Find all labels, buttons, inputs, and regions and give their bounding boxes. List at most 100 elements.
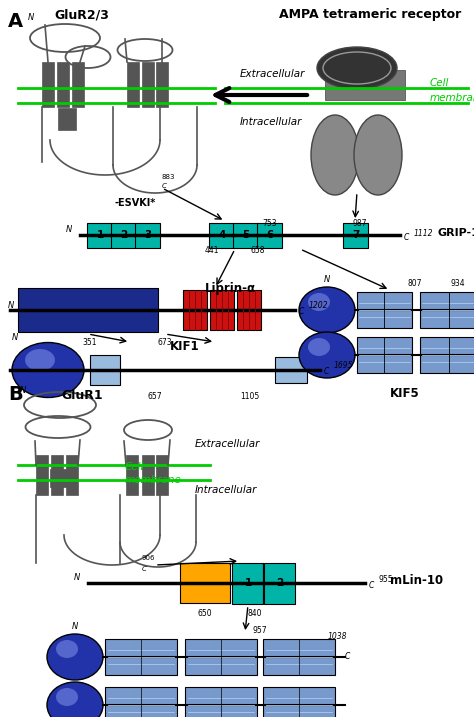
Text: 1105: 1105 [240,392,260,401]
Text: GRIP-1: GRIP-1 [438,228,474,238]
Ellipse shape [311,115,359,195]
Ellipse shape [56,688,78,706]
Text: C: C [299,308,304,316]
FancyBboxPatch shape [183,290,207,330]
Text: 807: 807 [408,279,422,288]
Text: N: N [72,622,78,631]
Text: -ESVKI*: -ESVKI* [115,198,156,208]
Text: 840: 840 [248,609,262,618]
FancyBboxPatch shape [127,62,139,107]
FancyBboxPatch shape [264,563,295,604]
FancyBboxPatch shape [257,222,283,247]
Ellipse shape [47,682,103,717]
FancyBboxPatch shape [111,222,137,247]
Text: membrane: membrane [430,93,474,103]
Text: N: N [74,574,80,582]
Text: 934: 934 [451,279,465,288]
Text: 1202: 1202 [309,302,328,310]
Ellipse shape [317,47,397,89]
Text: B: B [8,385,23,404]
FancyBboxPatch shape [210,222,235,247]
Ellipse shape [299,332,355,378]
FancyBboxPatch shape [72,62,84,107]
Text: C: C [404,232,410,242]
Text: C: C [345,652,350,661]
FancyBboxPatch shape [263,639,335,675]
Text: GluR2/3: GluR2/3 [55,8,109,21]
Text: 1112: 1112 [414,229,434,237]
Text: AMPA tetrameric receptor: AMPA tetrameric receptor [279,8,461,21]
Text: KIF5: KIF5 [390,387,420,400]
Ellipse shape [47,634,103,680]
Text: 6: 6 [266,230,273,240]
Text: 441: 441 [205,246,219,255]
Text: 883: 883 [162,174,175,180]
FancyBboxPatch shape [126,455,138,495]
FancyBboxPatch shape [357,292,412,328]
Text: Cell: Cell [125,462,145,472]
Text: 351: 351 [83,338,97,347]
Text: Liprin-α: Liprin-α [204,282,255,295]
FancyBboxPatch shape [275,357,307,383]
Text: N: N [324,275,330,284]
Text: Extracellular: Extracellular [195,439,260,449]
FancyBboxPatch shape [142,62,154,107]
Ellipse shape [308,338,330,356]
FancyBboxPatch shape [58,108,76,130]
Text: 1695: 1695 [334,361,354,371]
FancyBboxPatch shape [136,222,161,247]
Text: Intracellular: Intracellular [195,485,257,495]
Text: 4: 4 [219,230,226,240]
Ellipse shape [354,115,402,195]
Text: N: N [8,300,14,310]
Text: 658: 658 [251,246,265,255]
FancyBboxPatch shape [210,290,234,330]
FancyBboxPatch shape [325,70,405,100]
Text: 906: 906 [142,555,155,561]
Text: C: C [369,581,374,589]
FancyBboxPatch shape [57,62,69,107]
FancyBboxPatch shape [66,455,78,495]
Text: 673: 673 [158,338,173,347]
FancyBboxPatch shape [105,687,177,717]
Text: N: N [12,333,18,343]
Text: N: N [66,226,72,234]
FancyBboxPatch shape [237,290,261,330]
Text: C: C [324,368,329,376]
Text: 1: 1 [96,230,104,240]
Text: 650: 650 [198,609,212,618]
FancyBboxPatch shape [420,292,474,328]
Ellipse shape [56,640,78,658]
Text: 657: 657 [148,392,162,401]
FancyBboxPatch shape [263,687,335,717]
Text: 3: 3 [145,230,152,240]
Text: membrane: membrane [125,475,182,485]
FancyBboxPatch shape [50,469,68,487]
Text: N: N [20,386,26,395]
FancyBboxPatch shape [233,563,264,604]
Text: Cell: Cell [430,78,449,88]
FancyBboxPatch shape [420,337,474,373]
FancyBboxPatch shape [51,455,63,495]
FancyBboxPatch shape [142,455,154,495]
Text: 955: 955 [379,574,393,584]
FancyBboxPatch shape [234,222,258,247]
Text: 1: 1 [245,578,252,588]
Text: 1038: 1038 [327,632,347,641]
Text: 5: 5 [242,230,250,240]
Text: 753: 753 [263,219,277,228]
Ellipse shape [299,287,355,333]
FancyBboxPatch shape [88,222,112,247]
Ellipse shape [25,349,55,371]
Text: N: N [28,13,34,22]
Text: 2: 2 [120,230,128,240]
FancyBboxPatch shape [42,62,54,107]
Text: GluR1: GluR1 [61,389,103,402]
Ellipse shape [308,293,330,311]
Text: 987: 987 [353,219,367,228]
FancyBboxPatch shape [18,288,158,332]
FancyBboxPatch shape [180,563,230,603]
FancyBboxPatch shape [36,455,48,495]
FancyBboxPatch shape [344,222,368,247]
FancyBboxPatch shape [156,455,168,495]
